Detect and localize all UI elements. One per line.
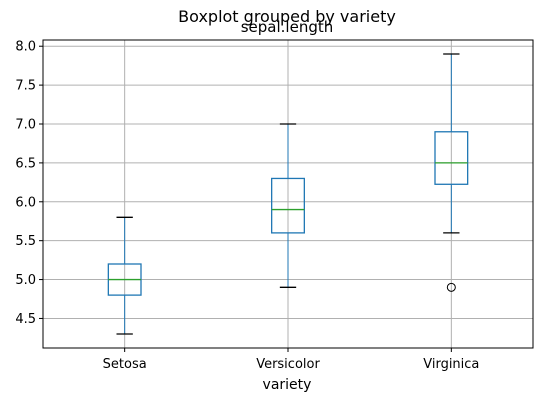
y-tick-label: 6.5	[15, 156, 36, 171]
y-tick-label: 4.5	[15, 312, 36, 327]
outlier-point	[446, 282, 456, 292]
x-tick-label: Setosa	[103, 357, 147, 372]
y-tick-label: 7.0	[15, 118, 36, 133]
y-tick-label: 5.0	[15, 273, 36, 288]
y-tick-label: 8.0	[15, 40, 36, 55]
x-tick-label: Virginica	[423, 357, 479, 372]
axes-layer: 4.5 5.0 5.5 6.0 6.5 7.0 7.5 8.0 Setosa Versicolor…	[15, 39, 534, 372]
box-iqr	[434, 131, 469, 185]
box-layer	[107, 53, 469, 335]
y-tick-label: 7.5	[15, 79, 36, 94]
grid-layer	[43, 40, 533, 348]
x-tick-label: Versicolor	[256, 357, 320, 372]
chart-subtitle: sepal.length	[241, 18, 334, 36]
chart-title: Boxplot grouped by variety	[178, 7, 396, 26]
x-axis-label: variety	[263, 377, 312, 393]
y-tick-label: 6.0	[15, 195, 36, 210]
y-tick-label: 5.5	[15, 234, 36, 249]
box-iqr	[271, 177, 305, 234]
